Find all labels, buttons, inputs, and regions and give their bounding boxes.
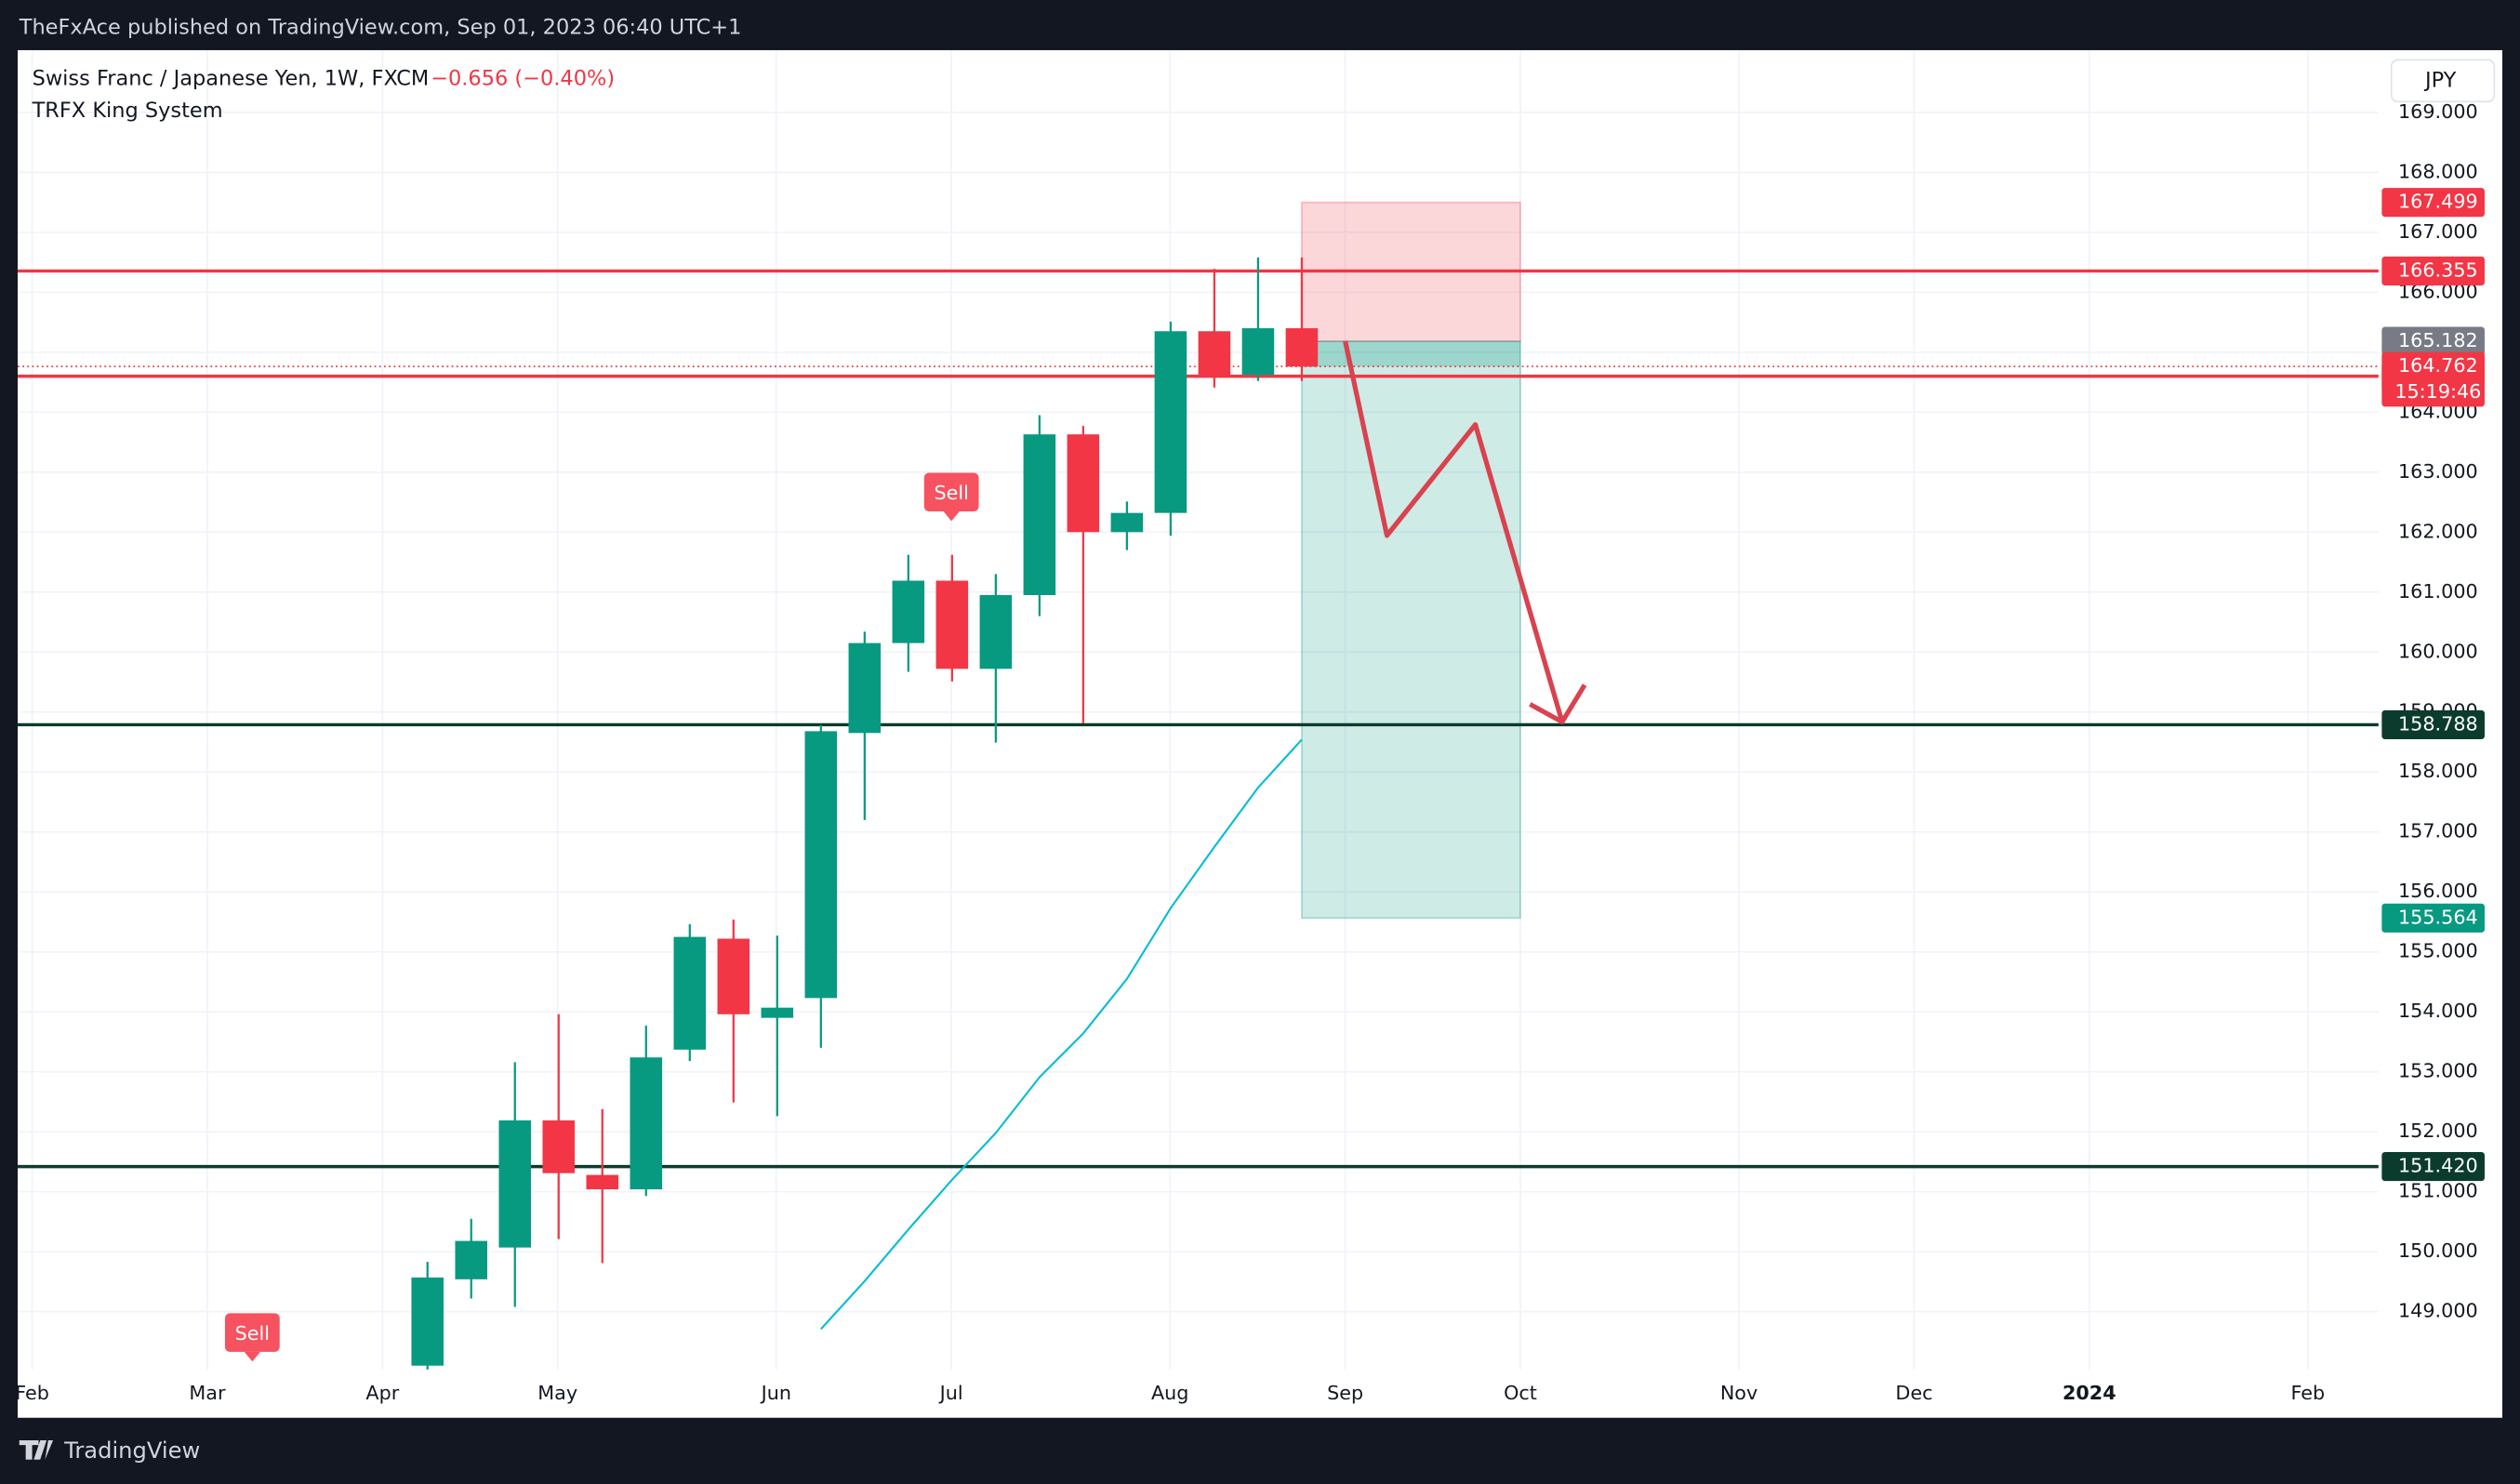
y-tick-label: 167.000	[2398, 220, 2478, 243]
ma-line	[820, 738, 1303, 1331]
candle-body	[1241, 328, 1275, 376]
x-tick-label: 2024	[2062, 1382, 2116, 1404]
logo	[19, 1439, 54, 1460]
candle-body	[455, 1240, 488, 1279]
y-tick-label: 162.000	[2398, 520, 2478, 542]
signal-label: Sell	[235, 1322, 270, 1345]
brand: TradingView	[63, 1438, 200, 1464]
x-tick-label: Nov	[1720, 1382, 1757, 1404]
price-tag	[2381, 351, 2485, 407]
price-tag-label: 151.420	[2398, 1155, 2478, 1177]
x-tick-label: Mar	[189, 1382, 226, 1404]
price-tag-label: 166.355	[2398, 258, 2478, 281]
candle-body	[1285, 328, 1319, 367]
x-tick-label: Feb	[15, 1382, 49, 1404]
price-tag	[2381, 256, 2485, 285]
header-title: TheFxAce published on TradingView.com, S…	[19, 15, 742, 39]
candle-body	[673, 936, 707, 1050]
price-tag	[2381, 709, 2485, 739]
signal-badge	[923, 472, 979, 511]
price-tag-label: 158.788	[2398, 712, 2478, 735]
candle-body	[411, 1277, 444, 1366]
price-tag	[2381, 188, 2485, 218]
currency-button[interactable]	[2390, 59, 2496, 103]
price-tag	[2381, 903, 2485, 933]
signal-label: Sell	[934, 482, 968, 504]
candle-body	[717, 938, 750, 1014]
countdown: 15:19:46	[2394, 380, 2481, 403]
price-tag	[2381, 1152, 2485, 1182]
y-tick-label: 153.000	[2398, 1060, 2478, 1082]
x-tick-label: Sep	[1327, 1382, 1363, 1404]
y-tick-label: 168.000	[2398, 160, 2478, 182]
y-tick-label: 169.000	[2398, 100, 2478, 123]
candle-body	[1023, 434, 1056, 595]
x-tick-label: Jul	[938, 1382, 963, 1404]
x-tick-label: Apr	[365, 1382, 399, 1404]
y-tick-label: 151.000	[2398, 1180, 2478, 1202]
currency[interactable]: JPY	[2423, 68, 2457, 92]
x-tick-label: May	[537, 1382, 577, 1404]
signal-pointer	[244, 1351, 260, 1362]
y-tick-label: 156.000	[2398, 880, 2478, 902]
x-tick-label: Aug	[1151, 1382, 1188, 1404]
y-tick-label: 150.000	[2398, 1239, 2478, 1262]
candle-body	[892, 580, 925, 643]
candle-body	[1110, 512, 1144, 533]
y-tick-label: 160.000	[2398, 640, 2478, 662]
candle-body	[498, 1120, 532, 1248]
candle-body	[848, 643, 882, 734]
y-tick-label: 152.000	[2398, 1120, 2478, 1142]
candle-body	[630, 1057, 663, 1190]
y-tick-label: 161.000	[2398, 580, 2478, 603]
x-tick-label: Jun	[760, 1382, 791, 1404]
x-tick-label: Dec	[1895, 1382, 1932, 1404]
signal-pointer	[943, 510, 960, 522]
candle-body	[979, 594, 1013, 669]
candle-body	[586, 1174, 619, 1190]
candle-body	[1198, 331, 1231, 376]
x-tick-label: Oct	[1504, 1382, 1537, 1404]
progress-zone	[1301, 341, 1520, 367]
symbol-title: Swiss Franc / Japanese Yen, 1W, FXCM	[33, 67, 430, 91]
price-tag-label: 167.499	[2398, 191, 2478, 213]
x-tick-label: Feb	[2291, 1382, 2326, 1404]
price-tag	[2381, 326, 2485, 356]
candle-body	[935, 580, 969, 669]
chart-area	[18, 49, 2502, 1418]
signal-badge	[224, 1313, 280, 1352]
candle-body	[1067, 434, 1100, 533]
y-tick-label: 155.000	[2398, 940, 2478, 962]
y-tick-label: 154.000	[2398, 1000, 2478, 1022]
y-tick-label: 158.000	[2398, 760, 2478, 782]
axes: 149.000 150.000 151.000 152.000 153.000 154.0…	[15, 100, 2485, 1404]
candle-body	[1154, 331, 1187, 513]
price-change: −0.656 (−0.40%)	[431, 67, 615, 91]
candle-body	[761, 1007, 794, 1018]
plot: Sell Sell	[18, 49, 2379, 1370]
price-tag-label: 165.182	[2398, 329, 2478, 351]
target-zone	[1301, 340, 1521, 920]
forecast-arrow	[1343, 340, 1587, 724]
y-tick-label: 163.000	[2398, 460, 2478, 483]
price-tag-label: 164.762	[2398, 354, 2478, 377]
y-tick-label: 149.000	[2398, 1300, 2478, 1322]
y-tick-label: 157.000	[2398, 820, 2478, 842]
candle-body	[542, 1120, 576, 1173]
price-tag-label: 155.564	[2398, 906, 2478, 928]
indicator-name: TRFX King System	[32, 99, 223, 123]
candle-body	[804, 731, 838, 999]
